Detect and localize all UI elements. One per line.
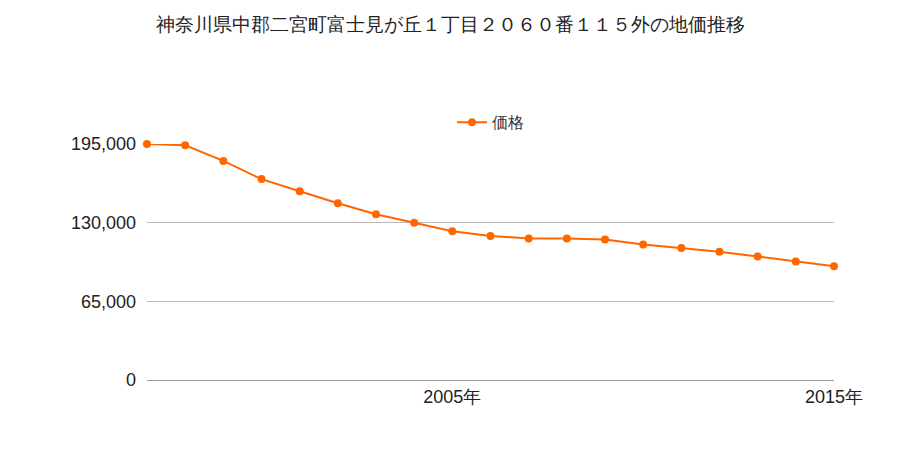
- svg-text:195,000: 195,000: [71, 134, 136, 154]
- svg-text:130,000: 130,000: [71, 213, 136, 233]
- svg-text:65,000: 65,000: [81, 292, 136, 312]
- svg-text:0: 0: [126, 370, 136, 390]
- svg-text:2015年: 2015年: [805, 387, 863, 407]
- svg-text:神奈川県中郡二宮町富士見が丘１丁目２０６０番１１５外の地価推: 神奈川県中郡二宮町富士見が丘１丁目２０６０番１１５外の地価推移: [156, 14, 745, 35]
- svg-text:2005年: 2005年: [423, 387, 481, 407]
- svg-text:価格: 価格: [492, 114, 524, 131]
